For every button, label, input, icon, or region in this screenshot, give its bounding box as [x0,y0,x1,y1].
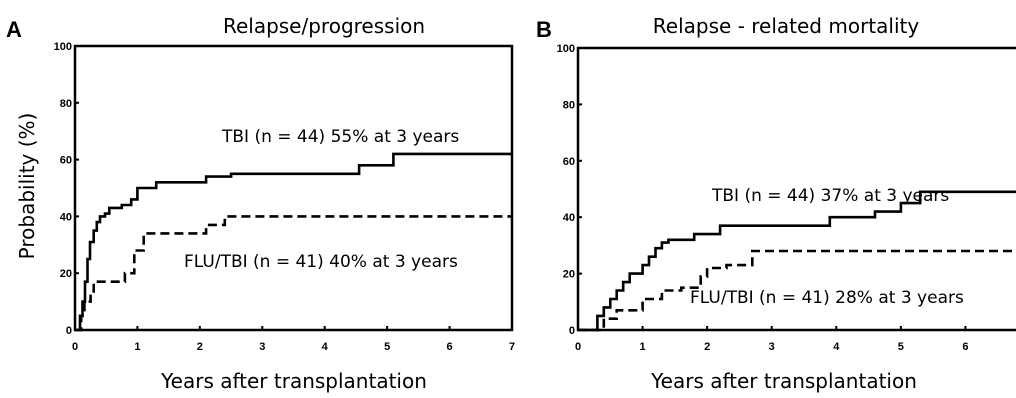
panel-b-x-axis-label: Years after transplantation [650,369,917,393]
panel-b-y-tick-label-1: 20 [563,269,575,281]
panel-a-letter: A [6,17,22,42]
panel-a-plot-frame [73,44,514,332]
panel-b-x-tick-label-0: 0 [575,341,581,353]
panel-a-tbi-annotation: TBI (n = 44) 55% at 3 years [221,127,459,147]
panel-b-x-tick-label-6: 6 [962,341,968,353]
panel-a-x-tick-label-6: 6 [447,341,453,353]
panel-a-series-flu-tbi-line [75,215,512,332]
panel-b-plot-frame [576,46,1016,332]
panel-a: A Relapse/progression Probability (%) Ye… [6,14,515,393]
panel-a-x-axis-label: Years after transplantation [160,369,427,393]
panel-a-y-tick-label-4: 80 [60,98,72,110]
panel-b-x-tick-label-2: 2 [704,341,710,353]
panel-b-x-tick-label-1: 1 [640,341,646,353]
panel-a-y-tick-label-5: 100 [54,41,72,53]
panel-b-y-tick-label-5: 100 [557,43,575,55]
panel-b-series-tbi-line [578,190,1016,332]
panel-b-title: Relapse - related mortality [653,14,920,38]
panel-a-flu-tbi-annotation: FLU/TBI (n = 41) 40% at 3 years [184,252,458,272]
panel-a-y-axis-label: Probability (%) [15,113,39,260]
panel-b-y-tick-label-0: 0 [569,325,575,337]
panel-a-x-tick-label-2: 2 [197,341,203,353]
panel-a-y-tick-label-2: 40 [60,211,72,223]
panel-a-series-tbi-line [75,152,512,332]
panel-a-x-tick-label-1: 1 [134,341,140,353]
panel-b-x-tick-label-3: 3 [769,341,775,353]
panel-b: B Relapse - related mortality Years afte… [536,14,1016,393]
panel-b-y-tick-label-2: 40 [563,212,575,224]
panel-b-x-tick-label-4: 4 [833,341,840,353]
panel-b-series-flu-tbi-line [578,249,1016,332]
panel-a-x-tick-label-4: 4 [322,341,329,353]
panel-b-y-tick-label-4: 80 [563,99,575,111]
panel-a-series [75,152,512,332]
panel-a-x-tick-label-3: 3 [259,341,265,353]
panel-b-tbi-annotation: TBI (n = 44) 37% at 3 years [711,186,949,206]
panel-b-series [578,190,1016,332]
panel-a-x-tick-label-7: 7 [509,341,515,353]
panel-a-x-tick-label-0: 0 [72,341,78,353]
panel-a-y-tick-label-3: 60 [60,155,72,167]
panel-b-x-tick-label-5: 5 [898,341,904,353]
panel-a-x-tick-label-5: 5 [384,341,390,353]
panel-b-letter: B [536,17,552,42]
panel-a-y-tick-label-1: 20 [60,268,72,280]
panel-a-title: Relapse/progression [223,14,425,38]
panel-b-flu-tbi-annotation: FLU/TBI (n = 41) 28% at 3 years [690,288,964,308]
panel-a-ticks: 0 1 2 3 4 5 6 7 0 20 40 60 80 100 [54,41,515,353]
panel-b-y-tick-label-3: 60 [563,156,575,168]
panel-a-y-tick-label-0: 0 [66,325,72,337]
